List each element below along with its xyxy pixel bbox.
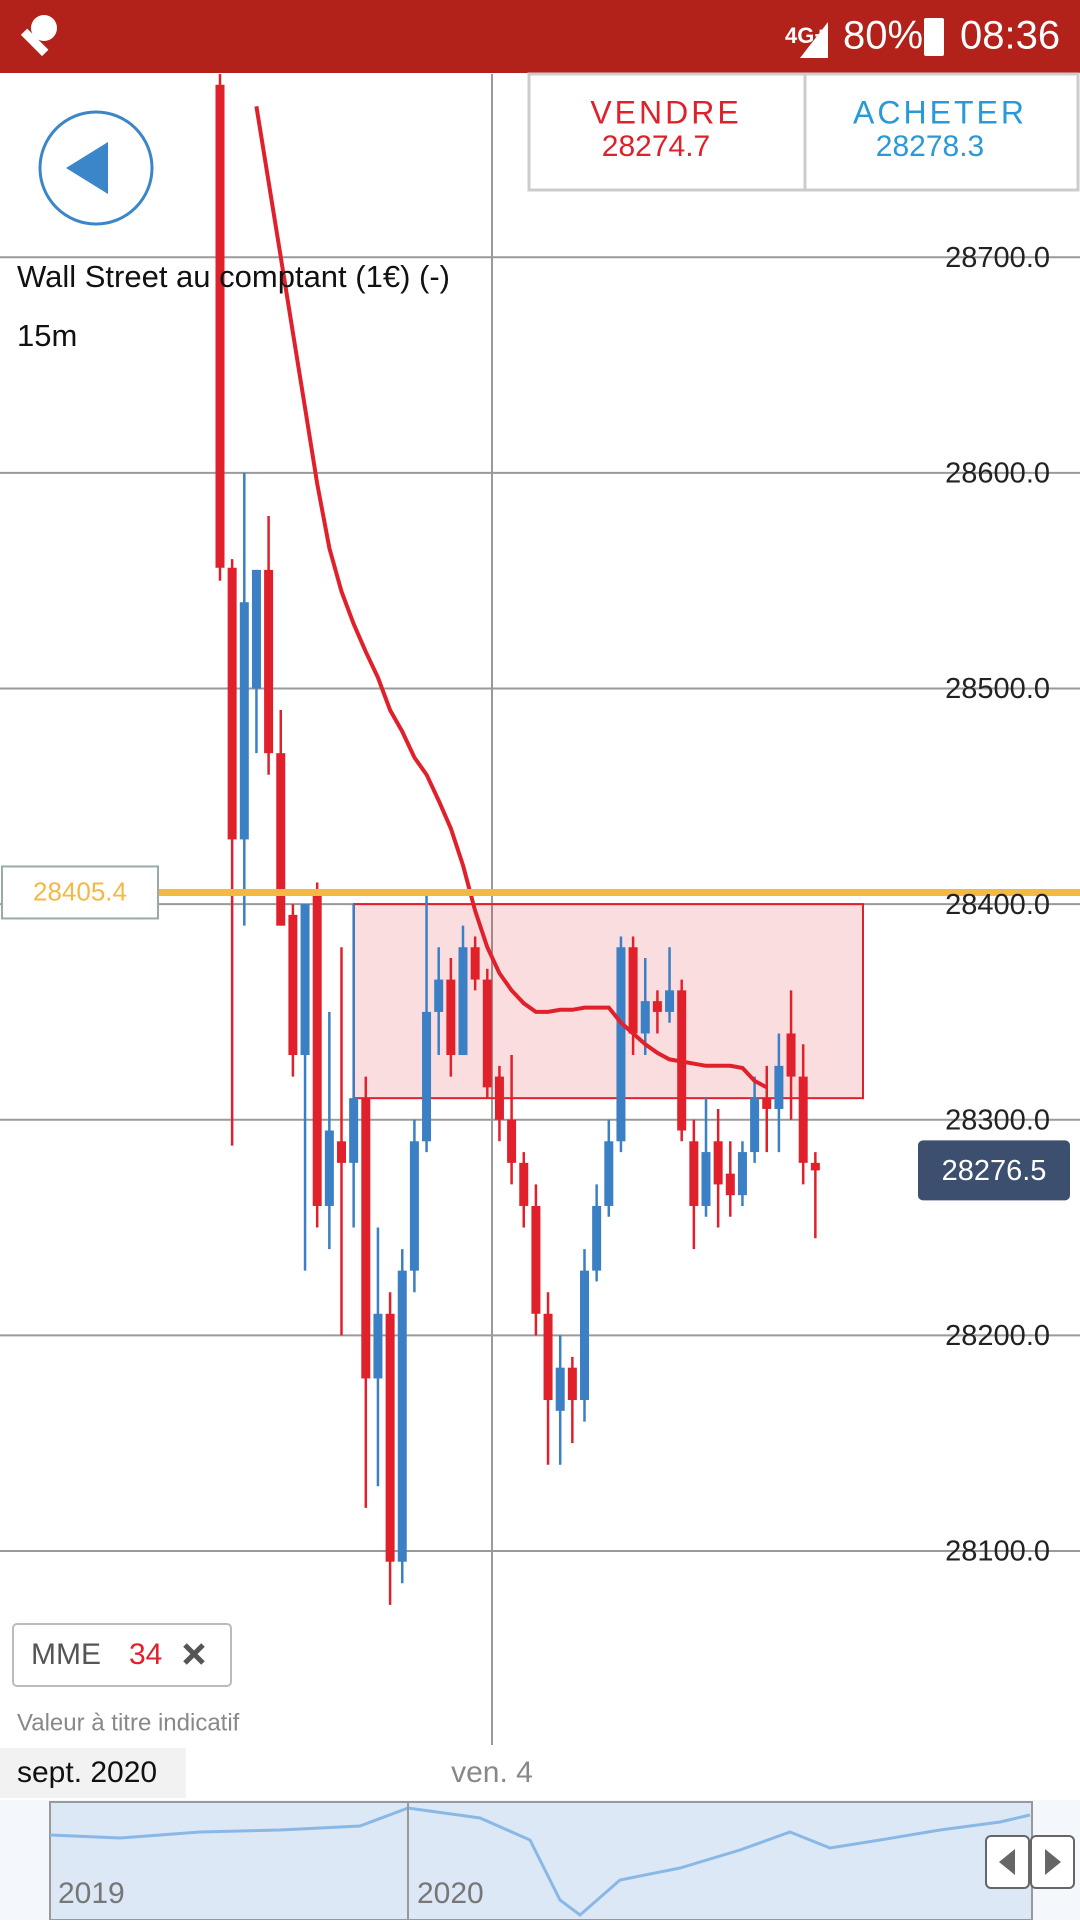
candle-body	[531, 1205, 541, 1314]
candle-body	[434, 979, 444, 1012]
y-tick-label: 28500.0	[945, 673, 1050, 705]
legend-name: MME	[31, 1638, 101, 1671]
candle-body	[798, 1076, 808, 1163]
candle-body	[251, 569, 261, 689]
candle-body	[324, 1130, 334, 1206]
navigator-label: 2020	[417, 1877, 484, 1910]
buy-label: ACHETER	[853, 94, 1027, 130]
legend-period: 34	[129, 1638, 162, 1671]
candle-body	[458, 947, 468, 1056]
candle-body	[507, 1119, 517, 1163]
candle-body	[555, 1367, 565, 1411]
candle-body	[543, 1313, 553, 1401]
candle-body	[264, 569, 274, 754]
y-tick-label: 28300.0	[945, 1104, 1050, 1136]
candle-body	[288, 914, 298, 1056]
candle-body	[397, 1270, 407, 1562]
candle-body	[737, 1152, 747, 1196]
signal-icon	[800, 22, 828, 58]
legend-box	[12, 1623, 232, 1687]
scroll-left-arrow	[999, 1849, 1015, 1875]
y-tick-label: 28200.0	[945, 1320, 1050, 1352]
candle-body	[640, 1001, 650, 1034]
chart-subtitle: 15m	[17, 318, 77, 353]
date-label-bg	[0, 1748, 186, 1798]
candle-body	[810, 1162, 820, 1171]
candle-body	[215, 84, 225, 568]
x-tick-label: ven. 4	[451, 1756, 533, 1789]
candle-body	[786, 1033, 796, 1077]
candle-body	[446, 979, 456, 1056]
candle-body	[701, 1152, 711, 1206]
candle-body	[652, 1001, 662, 1012]
back-arrow	[66, 142, 108, 194]
clock: 08:36	[960, 14, 1060, 58]
candle-body	[337, 1141, 346, 1163]
candle-body	[604, 1141, 614, 1206]
candle-body	[616, 947, 626, 1142]
ema-line	[254, 105, 768, 1090]
candle-body	[774, 1065, 784, 1109]
navigator-series	[49, 1806, 1031, 1917]
sell-label: VENDRE	[590, 94, 741, 130]
candle-body	[312, 893, 322, 1206]
candle-body	[227, 567, 237, 840]
battery-icon	[924, 18, 944, 56]
candle-body	[665, 990, 675, 1012]
candle-body	[713, 1141, 723, 1185]
navigator-label: 2019	[58, 1877, 125, 1910]
candle-body	[482, 979, 492, 1088]
plot-area	[0, 74, 1080, 1745]
scroll-left[interactable]	[985, 1835, 1030, 1889]
candle-body	[580, 1270, 589, 1401]
candle-body	[373, 1313, 383, 1379]
candle-body	[592, 1205, 602, 1271]
scroll-right-arrow	[1045, 1849, 1061, 1875]
candle-body	[385, 1313, 395, 1562]
candle-body	[762, 1098, 772, 1109]
note: Valeur à titre indicatif	[17, 1709, 240, 1736]
status-bar	[0, 0, 1080, 73]
candle-body	[689, 1141, 699, 1206]
sell-price: 28274.7	[602, 130, 710, 163]
candle-body	[750, 1098, 760, 1153]
candle-body	[300, 904, 310, 1056]
candle-body	[519, 1162, 529, 1206]
date-label: sept. 2020	[17, 1756, 157, 1789]
chart-title: Wall Street au comptant (1€) (-)	[17, 259, 450, 294]
candle-body	[276, 753, 286, 926]
last-price-label: 28276.5	[942, 1155, 1047, 1187]
candle-body	[470, 947, 480, 980]
wrench-icon[interactable]	[20, 15, 57, 57]
candle-body	[361, 1098, 371, 1379]
y-tick-label: 28100.0	[945, 1536, 1050, 1568]
scroll-right[interactable]	[1030, 1835, 1075, 1889]
candle-body	[239, 602, 249, 840]
candle-body	[725, 1173, 735, 1196]
candle-body	[567, 1367, 577, 1401]
candle-body	[494, 1076, 504, 1120]
buy-price: 28278.3	[876, 130, 984, 163]
indicator-legend[interactable]: MME 34	[12, 1623, 232, 1687]
legend-close	[183, 1643, 205, 1665]
battery-level: 80%	[843, 14, 923, 58]
candle-body	[349, 1098, 359, 1163]
candle-body	[628, 947, 638, 1034]
y-tick-label: 28700.0	[945, 242, 1050, 274]
reference-label-box	[1, 865, 159, 920]
candle-body	[409, 1141, 419, 1271]
candle-body	[422, 1011, 432, 1142]
last-price-tag	[918, 1140, 1070, 1201]
y-tick-label: 28400.0	[945, 889, 1050, 921]
reference-label: 28405.4	[33, 876, 127, 906]
y-tick-label: 28600.0	[945, 458, 1050, 490]
